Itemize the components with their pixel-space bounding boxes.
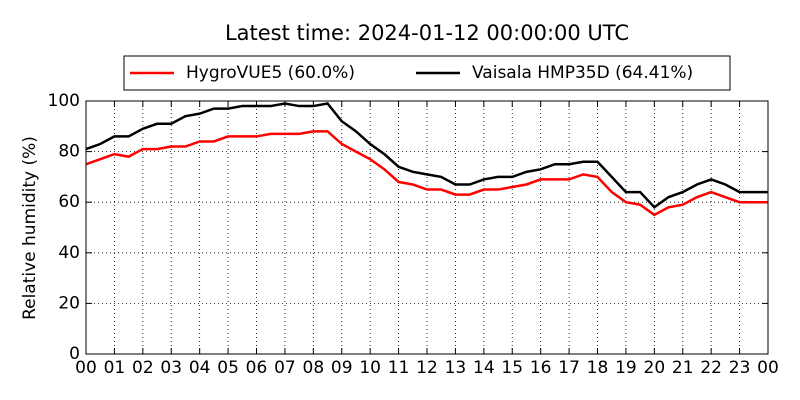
- x-tick-label: 04: [189, 358, 211, 378]
- x-tick-label: 17: [558, 358, 580, 378]
- y-tick-label: 60: [58, 192, 80, 212]
- x-tick-label: 15: [501, 358, 523, 378]
- x-tick-label: 11: [388, 358, 410, 378]
- x-tick-label: 23: [729, 358, 751, 378]
- x-tick-label: 16: [530, 358, 552, 378]
- x-tick-label: 19: [615, 358, 637, 378]
- x-tick-label: 00: [757, 358, 779, 378]
- plot-frame: [85, 100, 769, 355]
- series-line: [85, 130, 768, 217]
- x-tick-label: 18: [587, 358, 609, 378]
- y-tick-label: 80: [58, 142, 80, 162]
- x-tick-label: 06: [246, 358, 268, 378]
- x-tick-label: 02: [132, 358, 154, 378]
- y-tick-label: 0: [69, 344, 80, 364]
- x-tick-label: 08: [303, 358, 325, 378]
- x-tick-label: 22: [700, 358, 722, 378]
- y-tick-label: 100: [48, 91, 80, 111]
- x-tick-label: 14: [473, 358, 495, 378]
- x-tick-label: 01: [104, 358, 126, 378]
- y-tick-label: 20: [58, 293, 80, 313]
- x-tick-label: 00: [75, 358, 97, 378]
- x-tick-label: 21: [672, 358, 694, 378]
- x-tick-label: 05: [217, 358, 239, 378]
- x-tick-label: 20: [644, 358, 666, 378]
- legend-label: Vaisala HMP35D (64.41%): [472, 63, 693, 83]
- x-tick-label: 07: [274, 358, 296, 378]
- legend-label: HygroVUE5 (60.0%): [186, 63, 355, 83]
- series-line: [85, 102, 768, 209]
- x-tick-label: 12: [416, 358, 438, 378]
- x-tick-label: 13: [445, 358, 467, 378]
- y-tick-label: 40: [58, 243, 80, 263]
- x-tick-label: 10: [359, 358, 381, 378]
- y-axis-label: Relative humidity (%): [20, 136, 40, 320]
- chart-title: Latest time: 2024-01-12 00:00:00 UTC: [225, 21, 629, 45]
- x-tick-label: 09: [331, 358, 353, 378]
- x-tick-label: 03: [160, 358, 182, 378]
